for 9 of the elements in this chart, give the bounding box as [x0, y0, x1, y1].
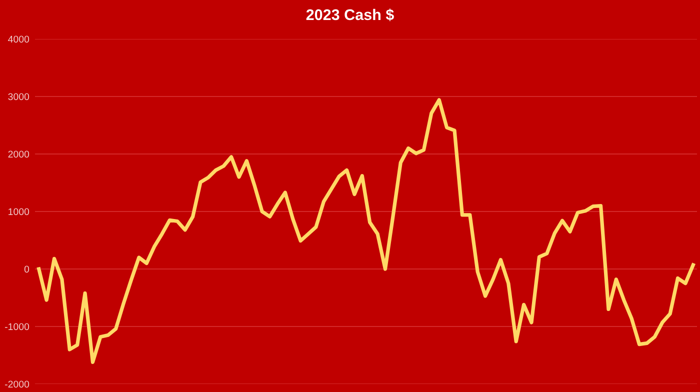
y-tick-label: 3000 [8, 93, 30, 100]
y-tick-label: 0 [24, 266, 30, 273]
line-series [37, 98, 695, 364]
chart-title: 2023 Cash $ [306, 8, 394, 22]
y-tick-label: 1000 [8, 208, 30, 216]
y-tick-label: 4000 [8, 36, 30, 43]
y-tick-label: 2000 [8, 150, 30, 158]
y-tick-label: -1000 [5, 323, 30, 330]
y-tick-label: -2000 [5, 380, 30, 388]
